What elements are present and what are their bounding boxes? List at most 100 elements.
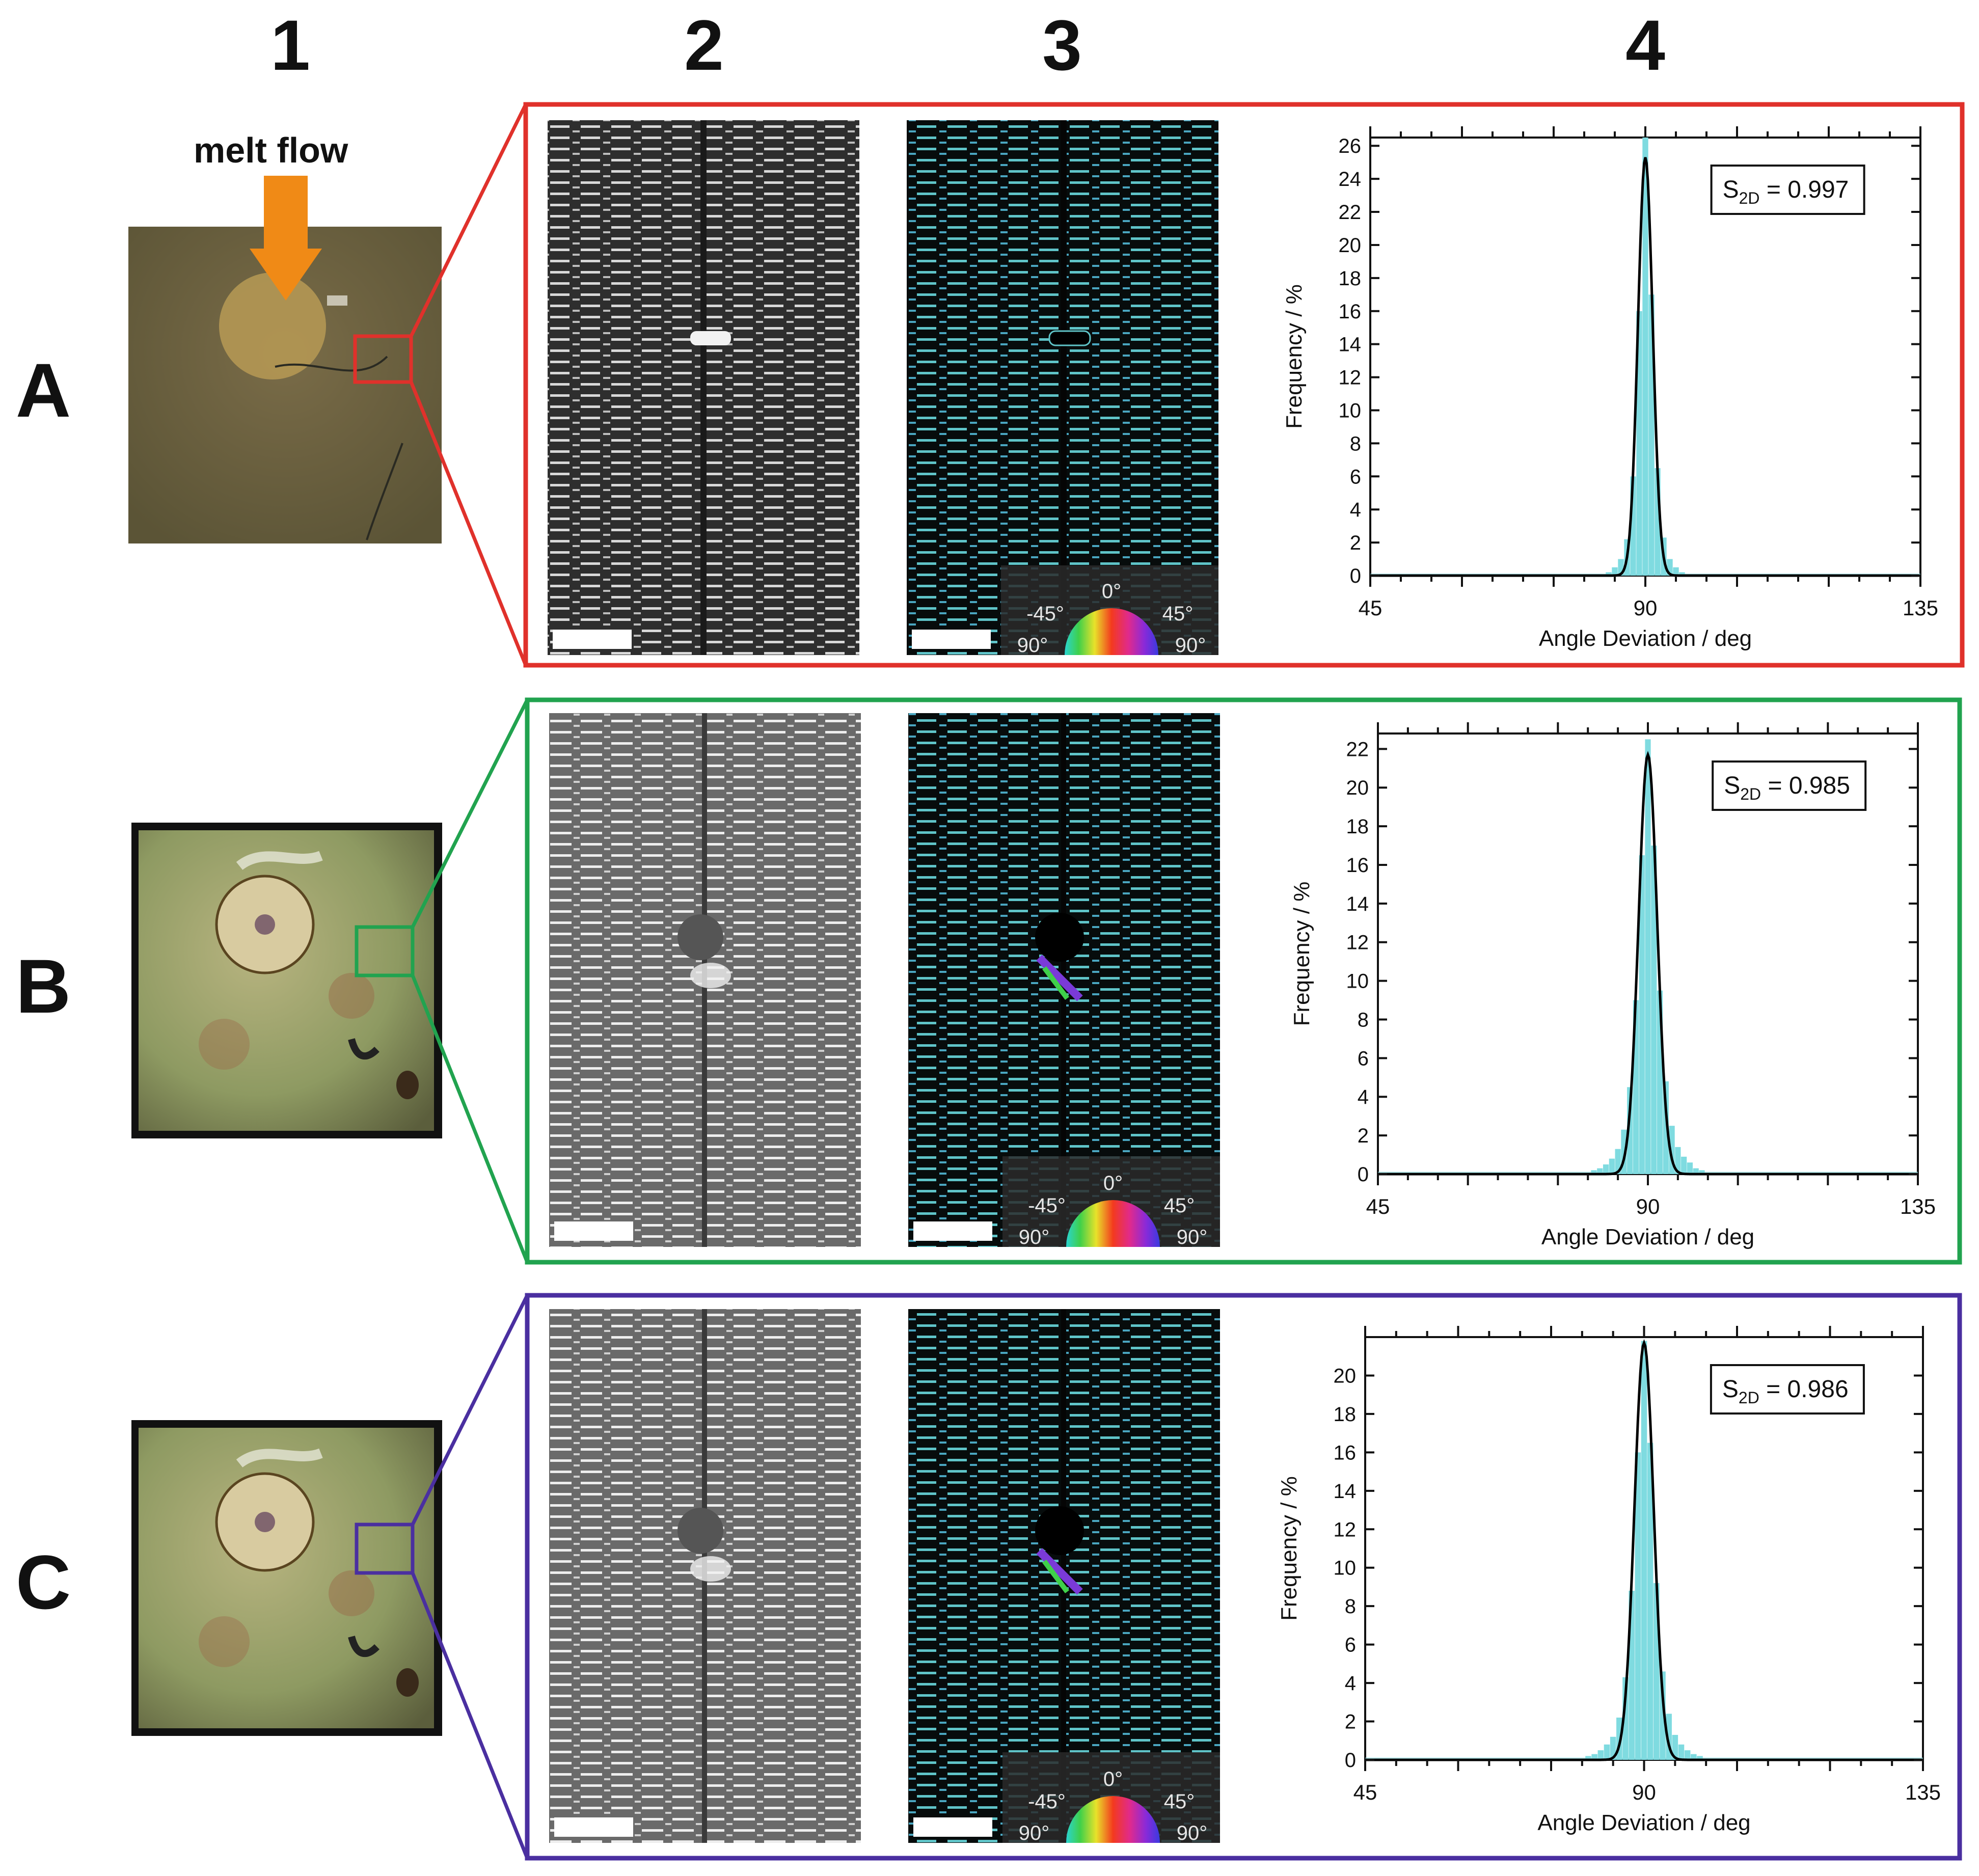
y-tick-label: 0 [1350, 565, 1361, 587]
histogram-bar [1622, 1677, 1629, 1760]
x-tick-label: 45 [1366, 1194, 1390, 1218]
melt-flow-label: melt flow [194, 130, 348, 170]
row-c-panel-frame [525, 1293, 1962, 1861]
x-tick-label: 135 [1903, 596, 1938, 620]
y-tick-label: 16 [1346, 854, 1369, 877]
y-tick-label: 20 [1346, 777, 1369, 799]
row-b-panel-frame [525, 697, 1962, 1265]
histogram-bar [1667, 559, 1673, 576]
y-tick-label: 20 [1339, 234, 1362, 257]
y-tick-label: 18 [1346, 815, 1369, 838]
y-axis-label: Frequency / % [1289, 882, 1314, 1026]
s2d-annotation: S2D = 0.997 [1723, 176, 1849, 207]
y-tick-label: 14 [1339, 334, 1362, 356]
y-tick-label: 20 [1334, 1365, 1357, 1387]
s2d-annotation: S2D = 0.986 [1722, 1376, 1849, 1407]
wheel-label-bottom-left: 90° [1019, 1226, 1050, 1248]
column-label-3: 3 [1042, 5, 1082, 85]
row-b-micrograph-color [908, 713, 1220, 1247]
histogram-bar [1693, 1168, 1699, 1174]
y-tick-label: 24 [1339, 168, 1362, 191]
histogram-bar [1672, 1734, 1678, 1760]
y-tick-label: 0 [1358, 1163, 1369, 1186]
y-tick-label: 4 [1358, 1086, 1369, 1108]
row-a-micrograph-color [907, 120, 1218, 655]
histogram-bar [1651, 846, 1657, 1174]
s2d-annotation-box [1712, 760, 1867, 811]
histogram-bar [1636, 311, 1642, 576]
row-label-b: B [15, 943, 71, 1029]
row-c-photo [131, 1420, 442, 1736]
y-tick-label: 12 [1334, 1518, 1357, 1541]
column-label-4: 4 [1625, 5, 1665, 85]
y-tick-label: 4 [1350, 499, 1361, 521]
histogram-bar [1675, 1147, 1681, 1174]
wheel-label-right: 45° [1164, 1790, 1195, 1813]
histogram-bar [1609, 1158, 1615, 1174]
histogram-bar [1669, 1126, 1675, 1174]
x-axis-label: Angle Deviation / deg [1537, 1810, 1750, 1835]
x-axis-label: Angle Deviation / deg [1539, 626, 1752, 651]
histogram-bar [1630, 476, 1636, 576]
histogram-bar [1603, 1164, 1609, 1174]
column-label-1: 1 [270, 5, 310, 85]
x-tick-label: 45 [1353, 1780, 1377, 1804]
histogram-bar [1657, 990, 1663, 1174]
histogram-bar [1681, 1156, 1687, 1174]
histogram-bar [1629, 1591, 1635, 1760]
histogram-bar [1647, 1443, 1653, 1760]
wheel-label-top: 0° [1103, 1768, 1123, 1790]
y-tick-label: 18 [1339, 267, 1362, 290]
histogram-bar [1604, 1744, 1610, 1760]
y-tick-label: 10 [1334, 1557, 1357, 1580]
row-a-micrograph-gray [548, 120, 859, 655]
x-tick-label: 135 [1905, 1780, 1941, 1804]
histogram-bar [1648, 294, 1655, 576]
y-tick-label: 14 [1334, 1480, 1357, 1503]
y-tick-label: 22 [1346, 738, 1369, 760]
y-tick-label: 8 [1358, 1009, 1369, 1031]
wheel-label-right: 45° [1164, 1194, 1195, 1217]
y-tick-label: 6 [1345, 1634, 1356, 1656]
histogram-bar [1612, 567, 1618, 576]
y-tick-label: 8 [1345, 1595, 1356, 1618]
row-label-a: A [15, 347, 71, 433]
histogram-bar [1660, 1671, 1666, 1760]
histogram-bar [1645, 739, 1651, 1174]
y-tick-label: 18 [1334, 1403, 1357, 1426]
row-c-zoom-region [355, 1522, 415, 1575]
histogram-bar [1666, 1714, 1672, 1760]
y-tick-label: 22 [1339, 201, 1362, 224]
histogram-bar [1597, 1750, 1604, 1760]
histogram-chart-c: 0 2 4 6 8 10 12 14 16 18 20 45 90 135 Angle Deviation … [1277, 1326, 1941, 1835]
y-tick-label: 2 [1358, 1125, 1369, 1147]
histogram-bar [1687, 1162, 1693, 1174]
wheel-label-top: 0° [1102, 580, 1121, 603]
histogram-bar [1684, 1750, 1691, 1760]
x-tick-label: 90 [1632, 1780, 1656, 1804]
histogram-bar [1635, 1452, 1641, 1760]
y-tick-label: 12 [1339, 367, 1362, 389]
x-tick-label: 135 [1900, 1194, 1936, 1218]
y-tick-label: 10 [1339, 399, 1362, 422]
histogram-bar [1618, 559, 1624, 576]
x-axis-label: Angle Deviation / deg [1541, 1225, 1754, 1249]
histogram-bar [1678, 1744, 1685, 1760]
y-tick-label: 16 [1339, 301, 1362, 323]
s2d-annotation-box [1710, 165, 1865, 215]
y-tick-label: 12 [1346, 932, 1369, 954]
y-tick-label: 10 [1346, 970, 1369, 993]
y-tick-label: 8 [1350, 432, 1361, 455]
y-axis-label: Frequency / % [1277, 1476, 1302, 1621]
histogram-bar [1653, 1583, 1660, 1760]
wheel-label-left: -45° [1026, 603, 1064, 625]
wheel-label-bottom-right: 90° [1177, 1226, 1208, 1248]
histogram-bar [1615, 1149, 1621, 1174]
row-c-micrograph-color [908, 1309, 1220, 1843]
histogram-bar [1639, 855, 1645, 1174]
wheel-label-right: 45° [1162, 603, 1194, 625]
histogram-bar [1673, 567, 1679, 576]
histogram-bar [1591, 1754, 1597, 1760]
row-a-panel-frame [523, 102, 1965, 668]
